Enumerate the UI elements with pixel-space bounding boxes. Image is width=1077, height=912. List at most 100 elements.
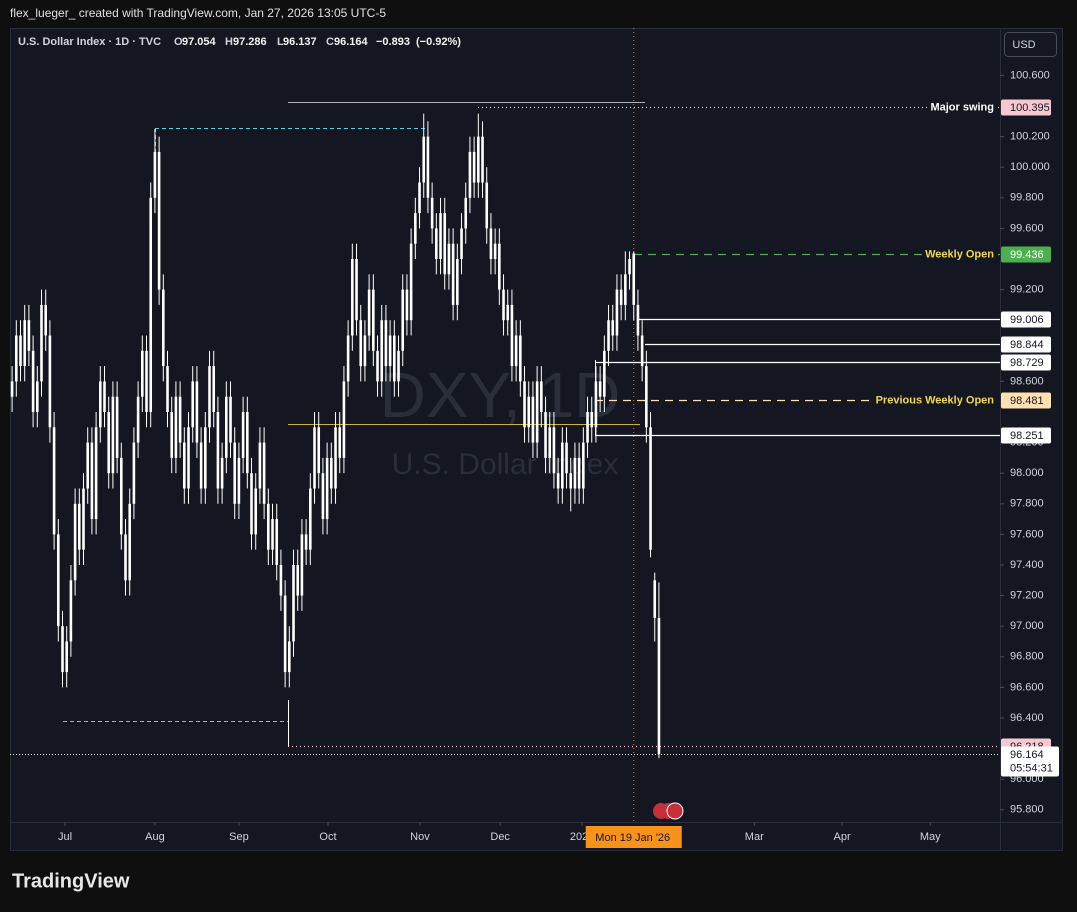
candle-body: [489, 228, 493, 260]
candle-body: [586, 411, 589, 443]
candle-body: [523, 381, 526, 428]
candle-body: [611, 320, 615, 336]
candle-body: [216, 411, 220, 489]
header-text: flex_lueger_ created with TradingView.co…: [10, 6, 386, 20]
currency[interactable]: USD: [1012, 39, 1035, 51]
candle-body: [132, 442, 136, 504]
candle-body: [65, 641, 69, 673]
candle-body: [124, 534, 127, 581]
price-tag: [1001, 427, 1051, 444]
candle-body: [300, 534, 304, 596]
candle-body: [86, 442, 90, 489]
candle-body: [233, 442, 237, 504]
candle-body: [111, 396, 115, 474]
price-tag-label: 100.395: [1010, 102, 1050, 114]
candle-body: [78, 503, 81, 550]
candle-body: [292, 564, 295, 642]
legend-item: (−0.92%): [416, 36, 461, 48]
candle-body: [388, 335, 392, 367]
candle-body: [107, 411, 111, 474]
event-badges: [653, 802, 684, 820]
candle-body: [141, 350, 144, 397]
legend-item: 97.286: [233, 36, 267, 48]
legend-item: L: [277, 36, 284, 48]
candle-body: [632, 253, 636, 305]
currency-button[interactable]: [1004, 32, 1057, 57]
candle-body: [330, 457, 333, 489]
candle-body: [573, 457, 577, 489]
candle-body: [443, 213, 447, 275]
candle-body: [128, 503, 132, 581]
price-tag-label: 98.251: [1010, 430, 1044, 442]
candle-body: [52, 427, 56, 535]
candle-body: [162, 289, 165, 367]
x-tick-label: Dec: [490, 831, 510, 843]
candle-body: [527, 396, 531, 428]
level-label-backdrop: [922, 247, 997, 262]
candle-body: [401, 289, 405, 351]
price-tag: [1001, 99, 1051, 116]
candle-body: [355, 259, 358, 321]
candle-body: [178, 396, 182, 443]
y-tick-label: 97.800: [1010, 498, 1044, 510]
level-label: Major swing: [930, 101, 994, 113]
candle-body: [405, 289, 409, 321]
candle-body: [367, 289, 371, 336]
legend-item: H: [225, 36, 233, 48]
candle-body: [414, 213, 417, 244]
candle-body: [556, 473, 560, 489]
y-tick-label: 96.600: [1010, 681, 1044, 693]
candle-body: [275, 519, 279, 565]
candle-body: [61, 626, 64, 673]
candle-body: [346, 335, 350, 382]
candle-body: [481, 136, 484, 183]
candle-body: [174, 396, 178, 458]
candle-body: [48, 335, 52, 428]
y-tick-label: 98.600: [1010, 375, 1044, 387]
candle-body: [170, 411, 174, 458]
price-tag-label: 98.844: [1010, 339, 1044, 351]
candle-body: [31, 350, 35, 412]
candle-body: [485, 182, 489, 229]
candle-body: [246, 411, 249, 474]
candle-body: [380, 320, 384, 382]
candle-body: [254, 488, 258, 535]
candle-body: [321, 473, 325, 520]
candle-body: [624, 274, 627, 305]
candle-body: [393, 335, 396, 382]
candle-body: [262, 442, 266, 504]
x-tick-label: Apr: [834, 831, 851, 843]
x-tick-label: Aug: [145, 831, 165, 843]
candle-body: [544, 411, 547, 458]
legend-item: −0.893: [376, 36, 410, 48]
candle-body: [153, 151, 157, 198]
candle-body: [493, 243, 497, 260]
candle-body: [456, 259, 459, 305]
candle-body: [565, 442, 568, 474]
candle-body: [283, 595, 287, 673]
plot-area: DXY, 1D U.S. Dollar Index Major swing Wee…: [10, 28, 1000, 822]
legend-item: 96.137: [283, 36, 317, 48]
candle-body: [82, 488, 85, 550]
y-tick-label: 97.200: [1010, 589, 1044, 601]
candle-body: [10, 381, 14, 397]
candle-body: [271, 519, 274, 550]
candle-body: [603, 350, 606, 397]
candle-body: [506, 304, 510, 321]
candle-body: [598, 381, 602, 397]
countdown: 05:54:31: [1010, 762, 1053, 774]
price-tag: [1001, 246, 1051, 263]
y-tick-label: 96.800: [1010, 651, 1044, 663]
price-tag-label: 99.006: [1010, 314, 1044, 326]
candle-body: [439, 213, 442, 260]
candle-body: [607, 320, 610, 351]
candle-body: [372, 289, 375, 351]
candle-body: [338, 427, 342, 458]
crosshair-date-tag: [585, 826, 682, 848]
legend-item: C: [326, 36, 334, 48]
candle-body: [384, 320, 388, 367]
candle-body: [241, 411, 245, 458]
price-tag: [1001, 336, 1051, 353]
candle-body: [430, 197, 434, 229]
